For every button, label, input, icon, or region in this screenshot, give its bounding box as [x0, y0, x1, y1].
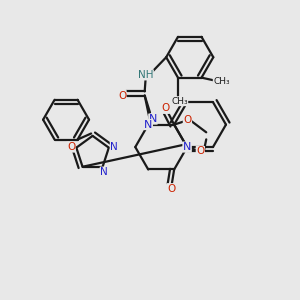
Text: CH₃: CH₃ — [213, 77, 230, 86]
Text: NH: NH — [138, 70, 153, 80]
Text: O: O — [167, 184, 175, 194]
Text: N: N — [110, 142, 118, 152]
Text: O: O — [161, 103, 170, 113]
Text: N: N — [149, 114, 157, 124]
Text: N: N — [144, 120, 152, 130]
Text: CH₃: CH₃ — [171, 97, 188, 106]
Text: N: N — [100, 167, 108, 177]
Text: O: O — [196, 146, 205, 157]
Text: O: O — [118, 91, 126, 100]
Text: O: O — [67, 142, 75, 152]
Text: N: N — [183, 142, 191, 152]
Text: O: O — [183, 115, 191, 125]
